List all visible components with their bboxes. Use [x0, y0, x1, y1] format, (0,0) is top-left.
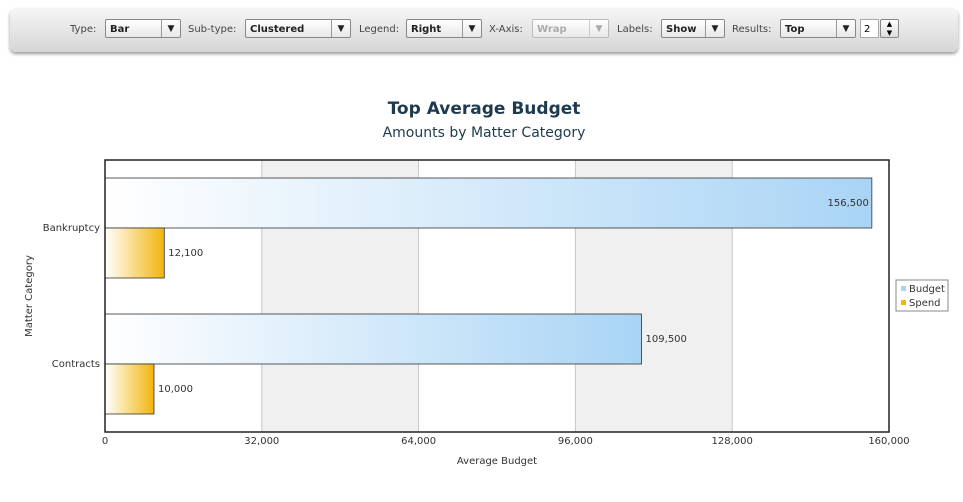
- y-axis-label: Matter Category: [24, 255, 35, 337]
- legend-swatch: [901, 286, 906, 291]
- label: Legend:: [359, 24, 400, 35]
- chart-title: Top Average Budget: [388, 99, 581, 119]
- plot-border: [104, 159, 890, 433]
- results-select[interactable]: Top: [780, 19, 856, 38]
- x-axis-label: Average Budget: [457, 456, 537, 467]
- label: Labels:: [617, 24, 653, 35]
- label: Results:: [732, 24, 772, 35]
- legend-select[interactable]: Right: [406, 19, 482, 38]
- y-tick-label: Contracts: [52, 359, 100, 370]
- chart-subtitle: Amounts by Matter Category: [383, 125, 586, 141]
- label: Sub-type:: [188, 24, 237, 35]
- value-label: 109,500: [646, 334, 687, 345]
- labels-select[interactable]: Show: [661, 19, 725, 38]
- subtype-select[interactable]: Clustered: [245, 19, 351, 38]
- bar: [104, 177, 873, 229]
- legend-label: Budget: [909, 284, 945, 295]
- legend-swatch: [901, 300, 906, 305]
- bar: [104, 227, 165, 279]
- xaxis-select: Wrap: [532, 19, 609, 38]
- value-label: 10,000: [158, 384, 193, 395]
- page: Type: Bar Sub-type: Clustered Legend: Ri…: [0, 0, 963, 442]
- spinner[interactable]: ▲ ▼: [880, 19, 899, 38]
- bar: [104, 363, 155, 415]
- legend: [895, 279, 949, 312]
- chart: Top Average Budget Amounts by Matter Cat…: [24, 99, 949, 467]
- type-select[interactable]: Bar: [105, 19, 181, 38]
- toolbar: Type: Bar Sub-type: Clustered Legend: Ri…: [10, 8, 958, 52]
- value-label: 12,100: [168, 248, 203, 259]
- legend-label: Spend: [909, 298, 941, 309]
- y-tick-label: Bankruptcy: [43, 223, 100, 234]
- label: X-Axis:: [489, 24, 523, 35]
- label: Type:: [70, 24, 97, 35]
- value-label: 156,500: [827, 198, 868, 209]
- results-count[interactable]: 2: [860, 19, 879, 38]
- bar: [104, 313, 642, 365]
